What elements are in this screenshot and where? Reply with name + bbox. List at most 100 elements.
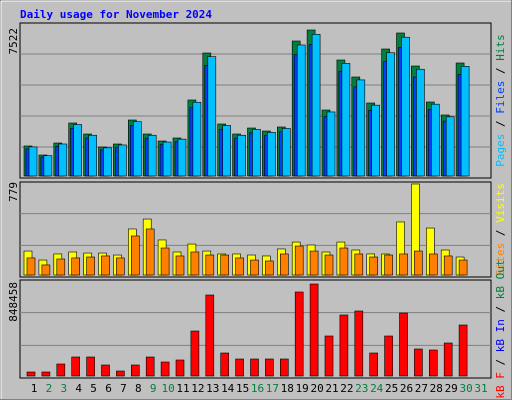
bar (339, 247, 349, 276)
bar (326, 111, 336, 177)
y-tick-label: 779 (7, 182, 20, 202)
x-tick-label: 18 (281, 382, 294, 395)
bar (145, 356, 155, 377)
bar (458, 324, 468, 377)
bar (220, 254, 229, 276)
legend-entry: Sites (494, 243, 507, 276)
bar (324, 335, 334, 377)
bar (311, 34, 321, 177)
bar (160, 361, 170, 377)
bar (294, 291, 304, 377)
x-tick-label: 30 (459, 382, 472, 395)
x-tick-label: 25 (385, 382, 398, 395)
bar (26, 371, 36, 377)
bar (145, 228, 155, 276)
bar (414, 250, 423, 276)
x-tick-label: 12 (191, 382, 204, 395)
x-tick-label: 20 (310, 382, 323, 395)
bar (86, 356, 95, 377)
x-tick-label: 26 (400, 382, 413, 395)
bar (460, 66, 470, 177)
x-tick-label: 29 (445, 382, 458, 395)
x-tick-label: 14 (221, 382, 235, 395)
legend-separator: / (494, 299, 507, 319)
x-tick-label: 10 (161, 382, 174, 395)
bar (250, 259, 259, 276)
bar (324, 254, 334, 276)
bar (443, 255, 453, 276)
legend-entry: Pages (494, 134, 507, 167)
bar (175, 255, 185, 276)
bar (371, 104, 381, 177)
x-tick-label: 24 (370, 382, 384, 395)
legend-entry: Hits (494, 34, 507, 61)
legend: Pages / Files / Hits (494, 34, 507, 167)
bar (71, 356, 80, 377)
bar (296, 44, 306, 177)
bar (281, 128, 291, 177)
bar (354, 253, 364, 276)
legend-entry: kB In (494, 319, 507, 352)
bar (103, 147, 112, 177)
bar (147, 134, 157, 177)
legend-entry: kB F (494, 372, 507, 399)
bar (73, 124, 82, 177)
x-tick-label: 7 (120, 382, 127, 395)
bar (399, 253, 408, 276)
bar (428, 253, 438, 276)
x-tick-label: 8 (135, 382, 142, 395)
y-tick-label: 848458 (7, 282, 20, 322)
bar (56, 363, 66, 377)
bar (445, 116, 455, 177)
legend-entry: Visits (494, 183, 507, 223)
x-tick-label: 13 (206, 382, 219, 395)
bar (279, 253, 289, 276)
bar (190, 330, 200, 377)
bar (341, 63, 351, 177)
bar (28, 146, 38, 177)
bar (177, 138, 187, 177)
bar (56, 258, 66, 276)
bar (267, 132, 276, 177)
x-tick-label: 1 (31, 382, 38, 395)
bar (401, 36, 410, 177)
bar (309, 250, 319, 276)
x-tick-label: 28 (430, 382, 443, 395)
bar (131, 364, 140, 377)
x-tick-label: 15 (236, 382, 249, 395)
x-tick-label: 27 (415, 382, 428, 395)
x-tick-label: 6 (105, 382, 112, 395)
y-tick-label: 7522 (7, 28, 20, 55)
x-tick-label: 21 (325, 382, 338, 395)
bar (354, 310, 364, 377)
x-tick-label: 5 (90, 382, 97, 395)
legend-entry: kB Out (494, 259, 507, 299)
bar (356, 79, 366, 177)
bar (58, 143, 68, 177)
legend: Sites / Visits (494, 183, 507, 276)
bar (175, 359, 185, 377)
legend-separator: / (494, 61, 507, 81)
bar (294, 245, 304, 276)
bar (384, 254, 393, 276)
bar (207, 56, 217, 177)
x-tick-label: 22 (340, 382, 353, 395)
bar (131, 235, 140, 276)
bar (339, 314, 349, 377)
bar (309, 283, 319, 377)
bar (162, 141, 172, 177)
bar (43, 155, 53, 177)
x-tick-label: 17 (266, 382, 279, 395)
bar (190, 251, 200, 276)
x-tick-label: 2 (46, 382, 53, 395)
bar (41, 371, 51, 377)
bar (101, 364, 110, 377)
bar (428, 349, 438, 377)
bar (101, 255, 110, 276)
bar (116, 370, 125, 377)
bar (41, 264, 51, 276)
bar (369, 352, 379, 377)
bar (118, 144, 127, 177)
bar (116, 257, 125, 276)
